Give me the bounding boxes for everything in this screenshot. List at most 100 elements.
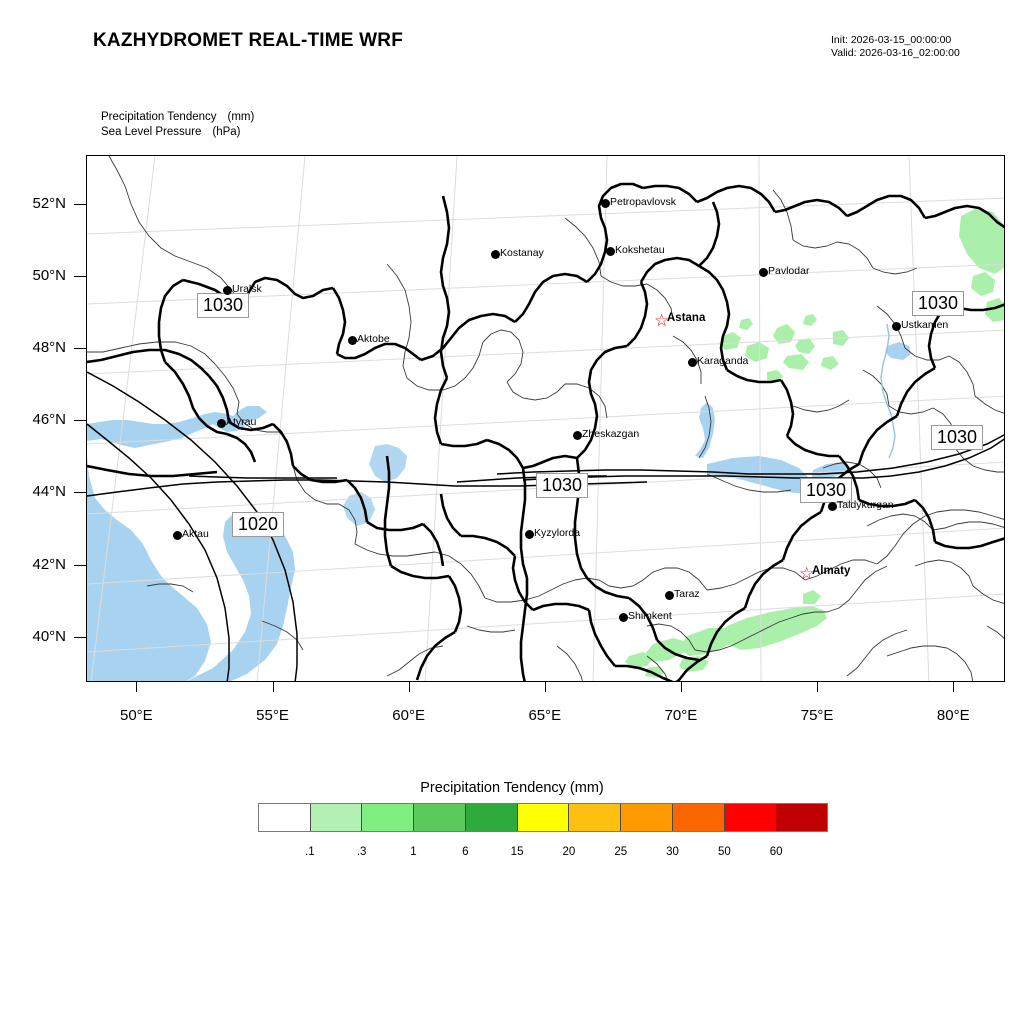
city-label: Kyzylorda bbox=[534, 527, 581, 539]
lat-tick-label: 46°N bbox=[32, 411, 66, 429]
lon-tick bbox=[272, 682, 274, 692]
city-dot-icon bbox=[665, 591, 674, 600]
colorbar-segment-8 bbox=[672, 804, 725, 831]
coastlines-rivers bbox=[87, 156, 1004, 681]
lon-tick-label: 50°E bbox=[120, 707, 153, 724]
colorbar-tick-label: 30 bbox=[666, 846, 679, 858]
lat-tick-label: 42°N bbox=[32, 555, 66, 573]
city-label: Pavlodar bbox=[768, 265, 810, 277]
lat-tick bbox=[74, 203, 86, 205]
city-label: Karaganda bbox=[697, 355, 749, 367]
field-slp: Sea Level Pressure (hPa) bbox=[101, 125, 254, 140]
rivers bbox=[880, 323, 896, 459]
model-run-info: Init: 2026-03-15_00:00:00 Valid: 2026-03… bbox=[831, 34, 960, 60]
city-label: Atyrau bbox=[226, 416, 257, 428]
colorbar-tick-label: 25 bbox=[614, 846, 628, 858]
lon-tick-label: 75°E bbox=[800, 707, 834, 724]
colorbar-tick-label: 50 bbox=[717, 846, 731, 858]
field-slp-unit: (hPa) bbox=[212, 126, 241, 138]
lon-tick bbox=[680, 682, 682, 692]
colorbar-tick-label: 6 bbox=[462, 846, 469, 858]
map-canvas[interactable]: 1030 1030 1030 1030 1030 1020 Petropavlovsk Ko… bbox=[86, 155, 1005, 682]
map-graphics bbox=[87, 156, 1004, 681]
colorbar-tick-label: 1 bbox=[410, 846, 417, 858]
colorbar-tick-label: .3 bbox=[356, 846, 367, 858]
colorbar bbox=[258, 803, 828, 832]
colorbar-tick-label: 15 bbox=[510, 846, 524, 858]
lon-tick bbox=[817, 682, 819, 692]
colorbar-title: Precipitation Tendency (mm) bbox=[420, 780, 604, 796]
city-dot-icon bbox=[217, 419, 226, 428]
lat-tick-label: 50°N bbox=[32, 266, 66, 284]
city-dot-icon bbox=[491, 250, 500, 259]
lat-tick bbox=[74, 636, 86, 638]
page-title: KAZHYDROMET REAL-TIME WRF bbox=[93, 30, 404, 51]
isobar-value-1030: 1030 bbox=[931, 425, 984, 450]
capital-star-icon: ☆ bbox=[654, 311, 670, 330]
city-dot-icon bbox=[619, 613, 628, 622]
colorbar-segment-6 bbox=[569, 804, 622, 831]
lat-tick bbox=[74, 348, 86, 350]
colorbar-tick-label: 60 bbox=[769, 846, 783, 858]
city-dot-icon bbox=[601, 199, 610, 208]
colorbar-segment-4 bbox=[465, 804, 518, 831]
city-label: Aktau bbox=[182, 528, 209, 540]
lon-tick-label: 65°E bbox=[528, 707, 562, 724]
valid-time: Valid: 2026-03-16_02:00:00 bbox=[831, 47, 960, 59]
lon-tick bbox=[408, 682, 410, 692]
lat-tick bbox=[74, 564, 86, 566]
city-label: Taraz bbox=[674, 588, 700, 600]
city-dot-icon bbox=[606, 247, 615, 256]
lat-tick bbox=[74, 275, 86, 277]
colorbar-tick-label: 20 bbox=[562, 846, 576, 858]
city-dot-icon bbox=[573, 431, 582, 440]
city-dot-icon bbox=[223, 286, 232, 295]
field-legend: Precipitation Tendency (mm) Sea Level Pre… bbox=[101, 110, 254, 140]
isobar-value-1030: 1030 bbox=[197, 293, 250, 318]
lon-tick bbox=[953, 682, 955, 692]
lon-tick-label: 70°E bbox=[664, 707, 698, 724]
city-dot-icon bbox=[348, 336, 357, 345]
lat-tick-label: 40°N bbox=[32, 627, 66, 645]
city-label: Almaty bbox=[812, 565, 851, 577]
city-label: Uralsk bbox=[232, 283, 262, 295]
colorbar-segment-2 bbox=[362, 804, 415, 831]
field-precip-name: Precipitation Tendency bbox=[101, 111, 217, 123]
city-dot-icon bbox=[525, 530, 534, 539]
city-label: Ustkamen bbox=[901, 319, 949, 331]
colorbar-segment-7 bbox=[621, 804, 673, 831]
precip-field bbox=[625, 208, 1004, 678]
isobar-value-1030: 1030 bbox=[912, 291, 965, 316]
lon-tick bbox=[544, 682, 546, 692]
lon-tick-label: 60°E bbox=[392, 707, 425, 724]
lat-tick-label: 52°N bbox=[32, 194, 66, 212]
colorbar-segment-0 bbox=[259, 804, 311, 831]
city-label: Shimkent bbox=[628, 610, 672, 622]
init-time: Init: 2026-03-15_00:00:00 bbox=[831, 34, 952, 46]
isobar-value-1030: 1030 bbox=[800, 478, 853, 503]
lat-tick bbox=[74, 492, 86, 494]
isobar-value-1030: 1030 bbox=[536, 473, 589, 498]
city-dot-icon bbox=[892, 322, 901, 331]
isobar-value-1020: 1020 bbox=[232, 512, 285, 537]
colorbar-segment-9 bbox=[724, 804, 777, 831]
colorbar-ticks: .1 .3 1 6 15 20 25 30 50 60 bbox=[258, 846, 828, 864]
city-label: Kokshetau bbox=[615, 244, 665, 256]
city-dot-icon bbox=[688, 358, 697, 367]
lat-tick bbox=[74, 420, 86, 422]
lat-tick-label: 48°N bbox=[32, 339, 66, 357]
colorbar-segment-5 bbox=[517, 804, 570, 831]
field-precip-unit: (mm) bbox=[227, 111, 255, 123]
lat-tick-label: 44°N bbox=[32, 483, 66, 501]
field-slp-name: Sea Level Pressure bbox=[101, 126, 202, 138]
capital-star-icon: ☆ bbox=[799, 564, 815, 583]
city-label: Astana bbox=[667, 312, 706, 324]
colorbar-segment-10 bbox=[776, 804, 828, 831]
city-label: Petropavlovsk bbox=[610, 196, 676, 208]
city-label: Aktobe bbox=[357, 333, 390, 345]
colorbar-segment-1 bbox=[310, 804, 363, 831]
city-label: Taldykurgan bbox=[837, 499, 894, 511]
lon-tick-label: 80°E bbox=[936, 707, 970, 724]
lon-tick-label: 55°E bbox=[256, 707, 289, 724]
